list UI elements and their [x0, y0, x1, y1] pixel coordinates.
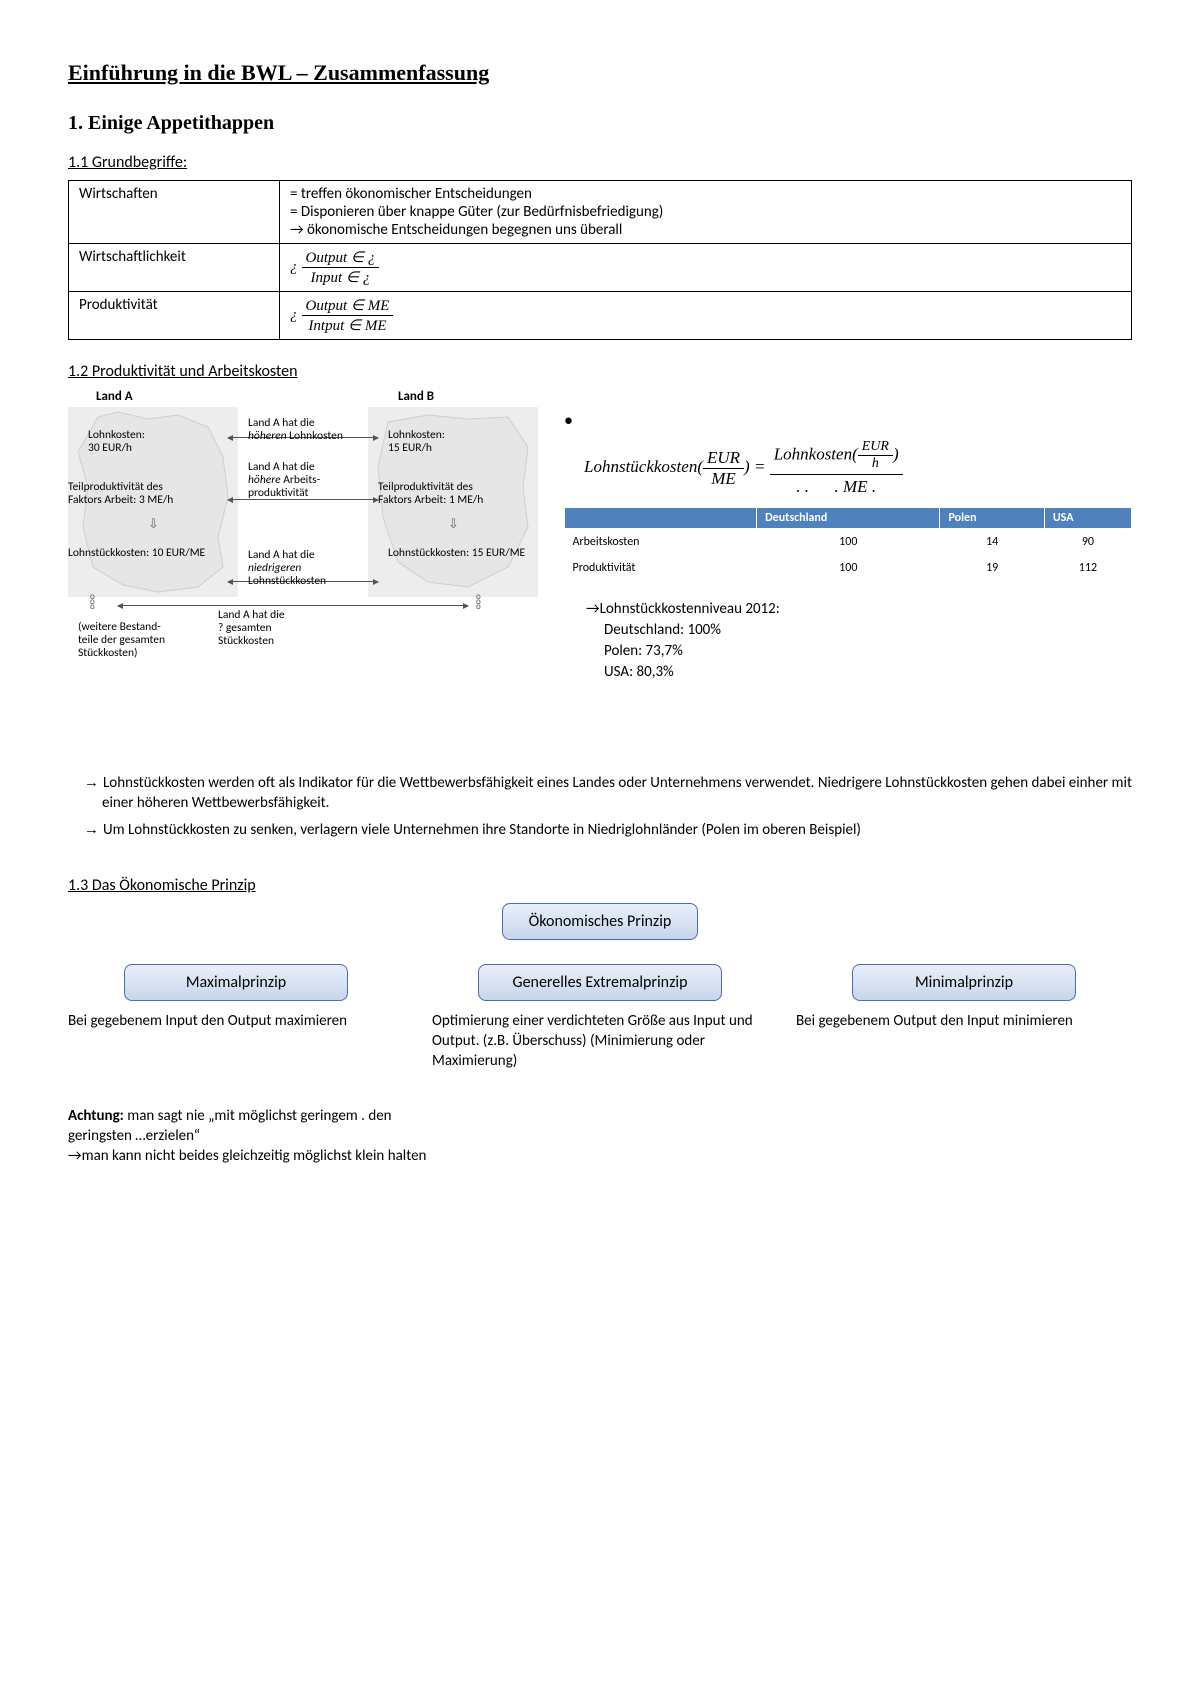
frac-den: Intput ∈ ME: [302, 316, 394, 335]
frac-num: Output ∈ ME: [302, 296, 394, 316]
cell: 112: [1044, 555, 1131, 581]
def-produktivitaet: ¿Output ∈ MEIntput ∈ ME: [280, 292, 1132, 340]
minimalprinzip-box: Minimalprinzip: [852, 964, 1076, 1001]
prinzip-row: Maximalprinzip Bei gegebenem Input den O…: [68, 964, 1132, 1072]
double-arrow-icon: [118, 605, 468, 606]
arrow-label-1: Land A hat diehöheren Lohnkosten: [248, 417, 343, 443]
country-comparison-diagram: Land A Land B Lohnkosten: 30 EUR/h Lohnk…: [68, 389, 548, 739]
down-arrow-icon: ⇩: [448, 517, 459, 532]
achtung-text2: man kann nicht beides gleichzeitig mögli…: [82, 1147, 427, 1165]
achtung-note: Achtung: man sagt nie „mit möglichst ger…: [68, 1106, 428, 1167]
lsk-formula: Lohnstückkosten(EURME) = Lohnkosten(EURh…: [584, 439, 1132, 497]
bullet-1: Lohnstückkosten werden oft als Indikator…: [68, 773, 1132, 814]
col-pl: Polen: [940, 508, 1044, 529]
section-1-heading: 1. Einige Appetithappen: [68, 112, 1132, 135]
cell: 100: [757, 555, 940, 581]
arrow-label-3: Land A hat dieniedrigerenLohnstückkosten: [248, 549, 326, 589]
col-blank: [565, 508, 757, 529]
row-arbeitskosten: Arbeitskosten: [565, 529, 757, 556]
land-b-label: Land B: [398, 389, 434, 404]
subhead-1-1: 1.1 Grundbegriffe:: [68, 153, 1132, 172]
a-rest: (weitere Bestand- teile der gesamten Stü…: [78, 621, 165, 661]
arrow-label-4: Land A hat die ? gesamten Stückkosten: [218, 609, 285, 649]
bullet-2: Um Lohnstückkosten zu senken, verlagern …: [68, 820, 1132, 840]
oek-prinzip-box: Ökonomisches Prinzip: [502, 903, 699, 940]
maximalprinzip-box: Maximalprinzip: [124, 964, 348, 1001]
niveau-us: USA: 80,3%: [586, 662, 1132, 683]
arrow-label-2: Land A hat diehöhere Arbeits-produktivit…: [248, 461, 320, 501]
term-wirtschaftlichkeit: Wirtschaftlichkeit: [69, 244, 280, 292]
niveau-pl: Polen: 73,7%: [586, 641, 1132, 662]
subhead-1-3: 1.3 Das Ökonomische Prinzip: [68, 876, 1132, 895]
col-us: USA: [1044, 508, 1131, 529]
def-line: → ökonomische Entscheidungen begegnen un…: [290, 221, 622, 239]
b-lohnkosten: Lohnkosten: 15 EUR/h: [388, 429, 445, 455]
a-produktivitaet: Teilproduktivität des Faktors Arbeit: 3 …: [68, 481, 173, 507]
subhead-1-2: 1.2 Produktivität und Arbeitskosten: [68, 362, 1132, 381]
definitions-table: Wirtschaften = treffen ökonomischer Ents…: [68, 180, 1132, 340]
land-a-label: Land A: [96, 389, 133, 404]
frac-num: Output ∈ ¿: [302, 248, 380, 268]
cell: 14: [940, 529, 1044, 556]
cell: 19: [940, 555, 1044, 581]
frac-den: Input ∈ ¿: [302, 268, 380, 287]
countries-table: Deutschland Polen USA Arbeitskosten 100 …: [564, 507, 1132, 581]
cell: 100: [757, 529, 940, 556]
col-de: Deutschland: [757, 508, 940, 529]
term-wirtschaften: Wirtschaften: [69, 181, 280, 244]
maximalprinzip-desc: Bei gegebenem Input den Output maximiere…: [68, 1011, 404, 1031]
niveau-de: Deutschland: 100%: [586, 620, 1132, 641]
achtung-label: Achtung:: [68, 1107, 124, 1125]
def-wirtschaften: = treffen ökonomischer Entscheidungen = …: [280, 181, 1132, 244]
a-lohnkosten: Lohnkosten: 30 EUR/h: [88, 429, 145, 455]
extremalprinzip-desc: Optimierung einer verdichteten Größe aus…: [432, 1011, 768, 1072]
page-title: Einführung in die BWL – Zusammenfassung: [68, 60, 1132, 86]
def-line: = treffen ökonomischer Entscheidungen: [290, 185, 532, 203]
term-produktivitaet: Produktivität: [69, 292, 280, 340]
a-lsk: Lohnstückkosten: 10 EUR/ME: [68, 547, 205, 560]
b-lsk: Lohnstückkosten: 15 EUR/ME: [388, 547, 525, 560]
def-line: = Disponieren über knappe Güter (zur Bed…: [290, 203, 663, 221]
cell: 90: [1044, 529, 1131, 556]
down-arrow-icon: ⇩: [148, 517, 159, 532]
extremalprinzip-box: Generelles Extremalprinzip: [478, 964, 722, 1001]
def-wirtschaftlichkeit: ¿Output ∈ ¿Input ∈ ¿: [280, 244, 1132, 292]
minimalprinzip-desc: Bei gegebenem Output den Input minimiere…: [796, 1011, 1132, 1031]
row-produktivitaet: Produktivität: [565, 555, 757, 581]
b-produktivitaet: Teilproduktivität des Faktors Arbeit: 1 …: [378, 481, 483, 507]
niveau-head: →Lohnstückkostenniveau 2012:: [586, 599, 1132, 620]
